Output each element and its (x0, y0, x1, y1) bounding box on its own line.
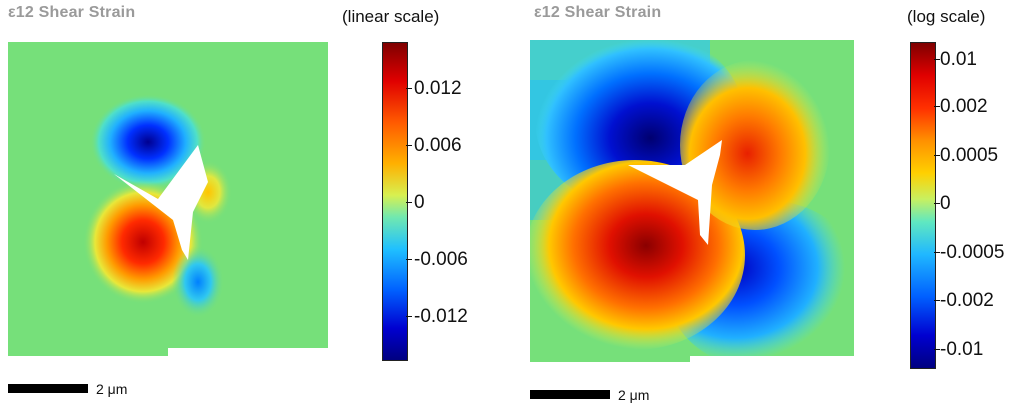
right-tick-label: 0 (940, 193, 951, 214)
right-tick-mark (934, 203, 940, 204)
right-tick-mark (934, 106, 940, 107)
left-tick-mark (406, 202, 412, 203)
left-colorbar (382, 42, 408, 361)
right-tick-mark (934, 155, 940, 156)
right-tick-label: -0.002 (940, 290, 994, 311)
left-strain-map (8, 42, 328, 356)
left-tick-mark (406, 316, 412, 317)
right-crack-void (628, 140, 722, 245)
right-colorbar (910, 42, 936, 369)
right-tick-mark (934, 252, 940, 253)
left-tick-mark (406, 88, 412, 89)
left-crack-void (114, 145, 208, 260)
right-tick-mark (934, 349, 940, 350)
left-tick-label: -0.006 (414, 249, 468, 270)
right-tick-mark (934, 59, 940, 60)
right-tick-label: 0.0005 (940, 145, 999, 166)
right-scale-type-label: (log scale) (907, 7, 986, 26)
left-panel-title: ε12 Shear Strain (8, 4, 136, 21)
left-tick-label: 0.006 (414, 135, 462, 156)
left-tick-label: -0.012 (414, 306, 468, 327)
left-scale-type-label: (linear scale) (342, 7, 440, 26)
right-panel-title: ε12 Shear Strain (534, 4, 662, 21)
left-tick-label: 0.012 (414, 78, 462, 99)
right-scale-bar (530, 390, 610, 399)
right-tick-label: -0.01 (940, 339, 984, 360)
left-tick-label: 0 (414, 192, 425, 213)
left-scale-bar-label: 2 μm (96, 381, 128, 397)
left-scale-bar (8, 384, 88, 393)
left-tick-mark (406, 145, 412, 146)
right-scale-bar-label: 2 μm (618, 387, 650, 403)
right-strain-map (530, 40, 854, 362)
left-tick-mark (406, 259, 412, 260)
right-tick-label: 0.01 (940, 49, 977, 70)
right-tick-label: -0.0005 (940, 242, 1005, 263)
right-tick-label: 0.002 (940, 96, 988, 117)
right-tick-mark (934, 300, 940, 301)
